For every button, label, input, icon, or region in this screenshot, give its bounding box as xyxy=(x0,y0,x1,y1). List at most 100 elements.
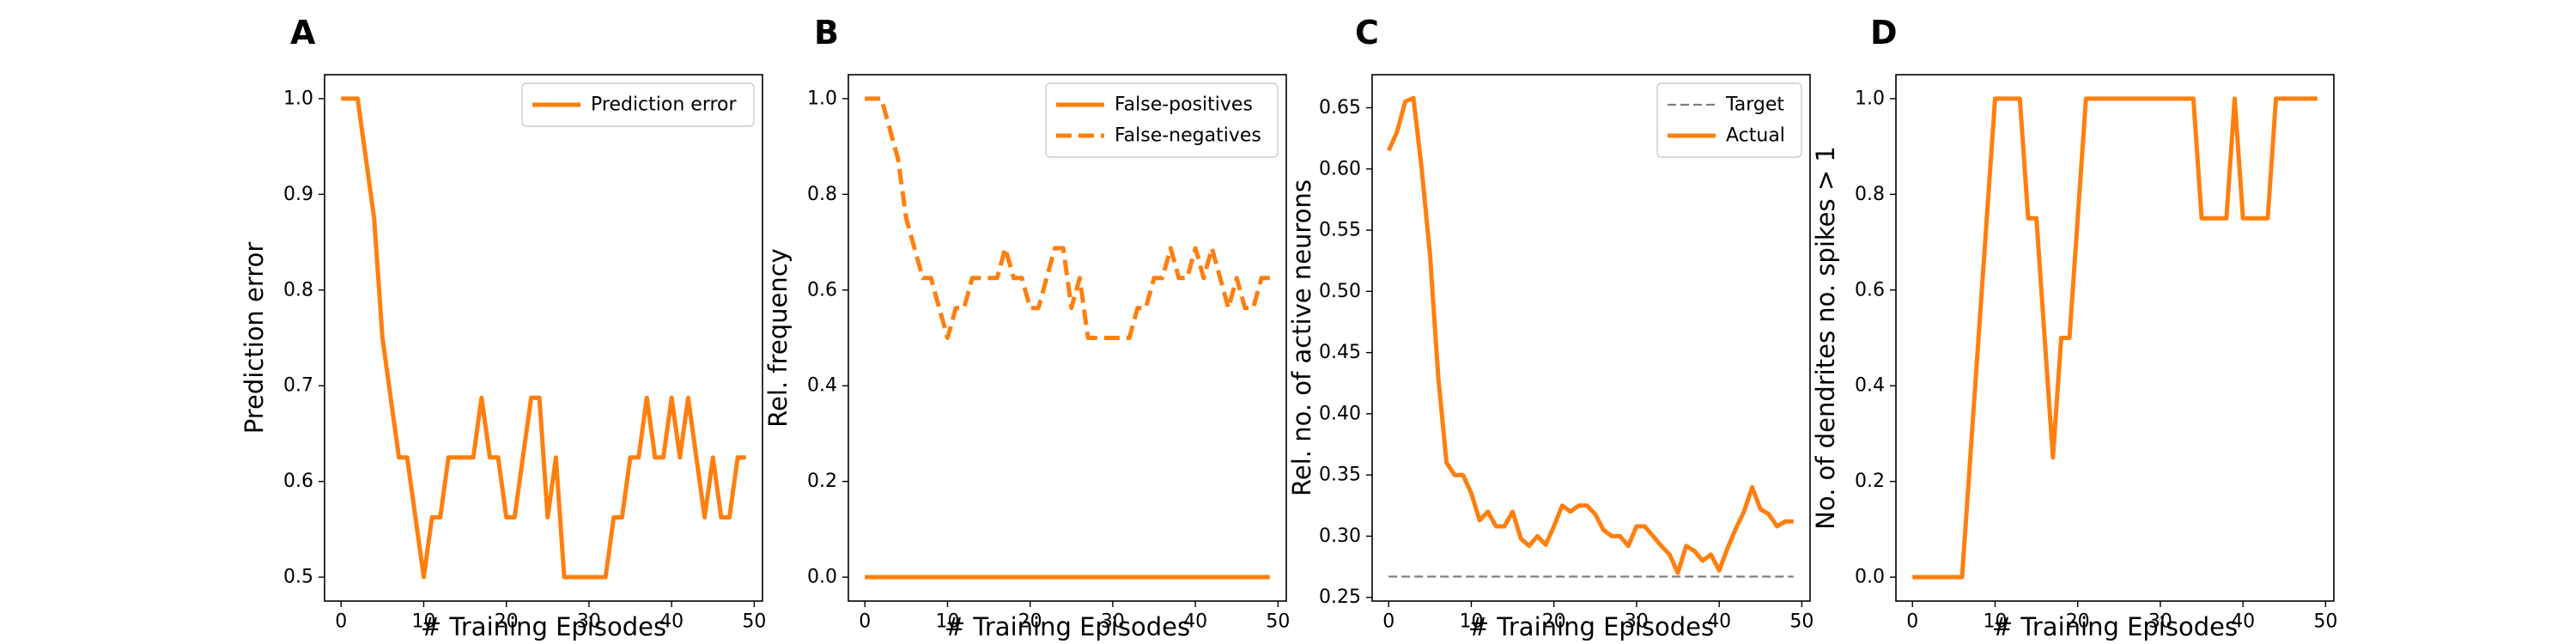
data-point xyxy=(1194,246,1198,251)
data-point xyxy=(380,336,385,340)
legend-label: Target xyxy=(1725,94,1784,116)
data-point xyxy=(463,455,467,459)
data-point xyxy=(1684,544,1688,548)
data-point xyxy=(1742,509,1747,513)
data-point xyxy=(1918,575,1923,580)
data-point xyxy=(1634,525,1638,529)
data-point xyxy=(2075,216,2080,221)
data-point xyxy=(2026,216,2031,221)
data-point xyxy=(1103,336,1107,340)
data-point xyxy=(1494,525,1498,529)
data-point xyxy=(2125,96,2129,100)
x-axis-label: # Training Episodes xyxy=(945,612,1190,641)
y-tick-label: 1.0 xyxy=(807,88,837,109)
data-point xyxy=(2233,96,2237,100)
data-point xyxy=(1226,306,1230,310)
data-point xyxy=(1152,276,1157,280)
data-point xyxy=(2208,216,2212,221)
data-point xyxy=(2109,96,2113,100)
y-axis-label: Rel. frequency xyxy=(763,248,793,428)
data-point xyxy=(2059,336,2063,340)
x-tick-label: 50 xyxy=(742,611,766,633)
data-point xyxy=(2290,96,2294,100)
data-point xyxy=(1668,552,1672,556)
series-line-actual xyxy=(1386,95,1794,575)
panel-a: A 0 10 20 30 40 50 0.5 0.6 0.7 0.8 0.9 1.0 # Training… xyxy=(240,14,766,641)
data-point xyxy=(937,306,941,310)
data-point xyxy=(2117,96,2121,100)
data-point xyxy=(686,396,690,400)
data-point xyxy=(661,455,665,459)
data-point xyxy=(504,515,508,519)
x-tick-label: 30 xyxy=(1101,611,1125,633)
axes-frame xyxy=(1371,74,1811,602)
data-point xyxy=(1610,534,1614,538)
data-point xyxy=(1791,519,1795,524)
y-tick-label: 0.5 xyxy=(283,567,313,588)
y-axis-label: Prediction error xyxy=(240,242,269,434)
x-tick-label: 20 xyxy=(495,611,519,633)
data-point xyxy=(954,306,958,310)
data-point xyxy=(1601,528,1606,532)
panel-letter: B xyxy=(814,14,839,52)
data-point xyxy=(2150,96,2154,100)
data-point xyxy=(727,515,732,519)
data-point xyxy=(929,276,933,280)
data-point xyxy=(430,515,434,519)
data-point xyxy=(579,575,583,580)
panel-letter: A xyxy=(290,14,316,52)
data-point xyxy=(1618,534,1622,538)
data-point xyxy=(879,96,884,100)
data-point xyxy=(1927,575,1931,580)
data-point xyxy=(653,455,657,459)
y-tick-label: 0.8 xyxy=(283,279,313,301)
y-tick-label: 0.45 xyxy=(1319,342,1361,363)
data-point xyxy=(1160,276,1164,280)
data-point xyxy=(670,396,674,400)
data-point xyxy=(1453,473,1457,477)
data-point xyxy=(920,276,925,280)
y-tick-label: 0.6 xyxy=(283,471,313,492)
data-point xyxy=(1028,306,1032,310)
data-point xyxy=(1911,575,1915,580)
data-point xyxy=(2299,96,2303,100)
data-point xyxy=(2002,96,2006,100)
data-point xyxy=(1952,575,1956,580)
data-point xyxy=(1218,276,1223,280)
y-tick-label: 0.35 xyxy=(1319,465,1361,486)
data-point xyxy=(1783,519,1788,524)
data-point xyxy=(1593,512,1597,516)
data-point xyxy=(677,455,682,459)
data-point xyxy=(1960,575,1965,580)
data-point xyxy=(372,216,376,221)
data-point xyxy=(1519,537,1523,541)
data-point xyxy=(1503,525,1507,529)
data-point xyxy=(1568,509,1572,513)
legend-box xyxy=(1045,82,1279,158)
data-point xyxy=(1403,100,1407,104)
data-point xyxy=(2249,216,2253,221)
legend-box xyxy=(1656,82,1802,158)
data-point xyxy=(2241,216,2245,221)
x-tick-label: 10 xyxy=(935,611,959,633)
data-point xyxy=(1544,543,1548,547)
data-point xyxy=(863,575,867,580)
data-point xyxy=(2068,336,2072,340)
data-point xyxy=(2274,96,2278,100)
data-point xyxy=(1235,276,1239,280)
axes-frame xyxy=(1895,74,2335,602)
data-point xyxy=(513,515,517,519)
data-point xyxy=(744,455,748,459)
data-point xyxy=(1437,375,1441,380)
x-tick-label: 30 xyxy=(2148,611,2172,633)
data-point xyxy=(1651,534,1656,538)
data-point xyxy=(888,126,892,131)
panel-letter: D xyxy=(1870,14,1898,52)
data-point xyxy=(1585,503,1589,507)
data-point xyxy=(1242,306,1247,310)
y-tick-label: 0.2 xyxy=(807,471,837,492)
data-point xyxy=(1127,336,1132,340)
data-point xyxy=(339,96,343,100)
x-tick-label: 0 xyxy=(1906,611,1918,633)
y-tick-label: 0.55 xyxy=(1319,220,1361,241)
